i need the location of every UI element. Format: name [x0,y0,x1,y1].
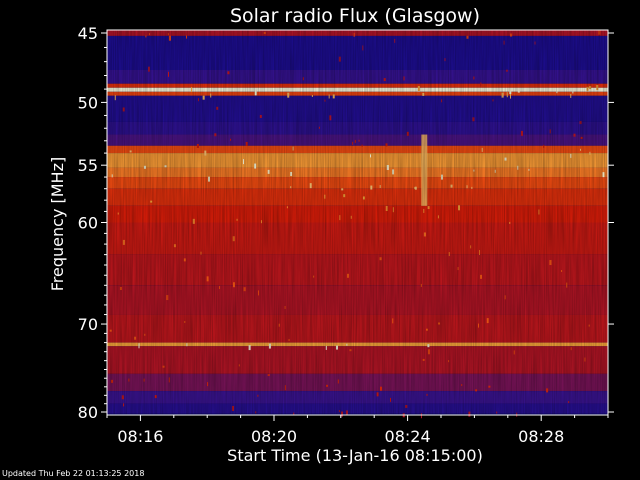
y-tick-label: 55 [78,156,98,175]
x-tick-label: 08:16 [117,427,163,446]
y-tick-label: 50 [78,93,98,112]
y-tick-label: 80 [78,403,98,422]
x-axis-label: Start Time (13-Jan-16 08:15:00) [227,446,483,465]
chart-title: Solar radio Flux (Glasgow) [230,5,480,27]
y-tick-label: 45 [78,24,98,43]
x-axis: 08:16 08:20 08:24 08:28 [106,415,609,446]
x-tick-label: 08:20 [251,427,297,446]
plot-area [106,29,609,419]
y-axis: 45 50 55 60 70 80 [78,24,614,422]
updated-timestamp: Updated Thu Feb 22 01:13:25 2018 [2,469,145,478]
speck [420,413,422,419]
y-tick-label: 70 [78,315,98,334]
x-tick-label: 08:24 [385,427,431,446]
x-tick-label: 08:28 [518,427,564,446]
y-axis-label: Frequency [MHz] [48,157,67,291]
y-tick-label: 60 [78,214,98,233]
noise-overlay [107,30,608,415]
